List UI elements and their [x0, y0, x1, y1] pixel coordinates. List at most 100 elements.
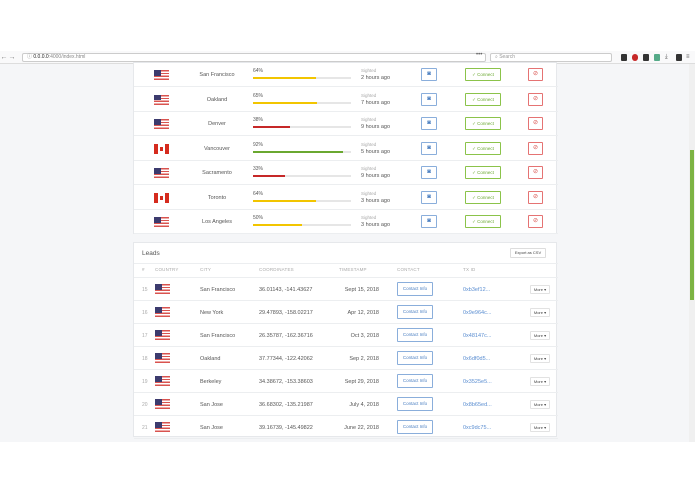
city: San Jose: [200, 401, 223, 408]
camera-icon: ◙: [427, 71, 431, 77]
sighted-label: Sighted: [361, 215, 377, 220]
more-dropdown-button[interactable]: More ▾: [530, 353, 550, 363]
connect-button[interactable]: ✓ Connect: [465, 190, 501, 204]
flag-us-icon: [154, 94, 169, 105]
sighted-time: 5 hours ago: [361, 148, 391, 155]
camera-button[interactable]: ◙: [421, 141, 437, 155]
connect-button[interactable]: ✓ Connect: [465, 117, 501, 130]
tx-id-link[interactable]: 0x48147c...: [463, 332, 492, 339]
city: Denver: [208, 121, 226, 127]
hide-button[interactable]: ⊘: [528, 141, 543, 155]
camera-icon: ◙: [427, 120, 431, 126]
extension-icon[interactable]: [643, 54, 649, 61]
flag-us-icon: [155, 422, 170, 432]
col-header-coordinates: COORDINATES: [259, 267, 294, 272]
camera-button[interactable]: ◙: [421, 92, 437, 106]
city: San Francisco: [200, 286, 236, 293]
camera-icon: ◙: [427, 218, 431, 224]
download-icon[interactable]: ⤓: [665, 54, 668, 60]
connect-button[interactable]: ✓ Connect: [465, 166, 501, 179]
flag-us-icon: [155, 376, 170, 386]
flag-us-icon: [154, 168, 169, 178]
back-icon[interactable]: ←: [0, 53, 8, 61]
camera-button[interactable]: ◙: [421, 215, 437, 228]
lead-row: 15 San Francisco 36.01143, -141.43627 Se…: [134, 278, 558, 301]
timestamp: Sep 2, 2018: [349, 355, 379, 362]
connect-button[interactable]: ✓ Connect: [465, 141, 501, 155]
lead-number: 20: [142, 402, 148, 408]
more-dropdown-button[interactable]: More ▾: [530, 307, 550, 317]
eye-slash-icon: ⊘: [532, 95, 539, 102]
eye-slash-icon: ⊘: [532, 218, 539, 224]
city: Oakland: [200, 355, 221, 362]
city: Berkeley: [200, 378, 222, 385]
hide-button[interactable]: ⊘: [528, 190, 543, 204]
library-icon[interactable]: [676, 54, 682, 61]
contact-info-button[interactable]: Contact Info: [397, 282, 433, 296]
connect-button[interactable]: ✓ Connect: [465, 92, 501, 106]
camera-icon: ◙: [427, 193, 431, 200]
sighting-row: Los Angeles 50% Sighted 3 hours ago ◙ ✓ …: [134, 210, 558, 234]
hide-button[interactable]: ⊘: [528, 215, 543, 228]
camera-icon: ◙: [427, 169, 431, 175]
shield-icon[interactable]: [632, 54, 638, 61]
col-header-timestamp: TIMESTAMP: [339, 267, 367, 272]
sightings-card: San Francisco 64% Sighted 2 hours ago ◙ …: [133, 62, 558, 234]
extension-icon[interactable]: [621, 54, 627, 61]
extension-icon[interactable]: [654, 54, 660, 61]
lead-number: 18: [142, 356, 148, 362]
camera-button[interactable]: ◙: [421, 68, 437, 81]
tx-id-link[interactable]: 0x8b65ed...: [463, 401, 492, 408]
more-dropdown-button[interactable]: More ▾: [530, 422, 550, 432]
contact-info-button[interactable]: Contact Info: [397, 328, 433, 342]
tx-id-link[interactable]: 0x3525e5...: [463, 378, 492, 385]
hide-button[interactable]: ⊘: [528, 68, 543, 81]
match-percent: 33%: [253, 166, 264, 172]
sighting-row: Denver 38% Sighted 9 hours ago ◙ ✓ Conne…: [134, 112, 558, 136]
page-actions-icon[interactable]: •••: [476, 52, 483, 58]
scrollbar-thumb[interactable]: [690, 150, 694, 300]
camera-button[interactable]: ◙: [421, 166, 437, 179]
timestamp: June 22, 2018: [344, 424, 379, 431]
more-dropdown-button[interactable]: More ▾: [530, 284, 550, 294]
tx-id-link[interactable]: 0x9e964c...: [463, 309, 492, 316]
hide-button[interactable]: ⊘: [528, 92, 543, 106]
tx-id-link[interactable]: 0x6df0d5...: [463, 355, 491, 362]
coordinates: 36.01143, -141.43627: [259, 286, 313, 293]
sighted-time: 2 hours ago: [361, 75, 391, 81]
more-dropdown-button[interactable]: More ▾: [530, 376, 550, 386]
camera-button[interactable]: ◙: [421, 117, 437, 130]
city: Oakland: [206, 96, 228, 103]
city: Sacramento: [202, 170, 232, 176]
hide-button[interactable]: ⊘: [528, 117, 543, 130]
contact-info-button[interactable]: Contact Info: [397, 351, 433, 365]
more-dropdown-button[interactable]: More ▾: [530, 399, 550, 409]
export-csv-button[interactable]: Export as CSV: [510, 248, 546, 258]
lead-number: 16: [142, 310, 148, 316]
progress-fill: [253, 126, 291, 128]
contact-info-button[interactable]: Contact Info: [397, 420, 433, 434]
contact-info-button[interactable]: Contact Info: [397, 305, 433, 319]
more-dropdown-button[interactable]: More ▾: [530, 330, 550, 340]
hide-button[interactable]: ⊘: [528, 166, 543, 179]
progress-fill: [253, 199, 316, 202]
contact-info-button[interactable]: Contact Info: [397, 374, 433, 388]
connect-button[interactable]: ✓ Connect: [465, 215, 501, 228]
scrollbar[interactable]: [689, 64, 695, 442]
sighting-row: San Francisco 64% Sighted 2 hours ago ◙ …: [134, 63, 558, 87]
menu-icon[interactable]: ≡: [686, 54, 690, 60]
camera-button[interactable]: ◙: [421, 190, 437, 204]
sighting-row: Vancouver 92% Sighted 5 hours ago ◙ ✓ Co…: [134, 137, 558, 161]
sighted-time: 3 hours ago: [361, 222, 391, 228]
tx-id-link[interactable]: 0xb3ef12...: [463, 286, 491, 293]
coordinates: 29.47893, -158.02217: [259, 309, 313, 316]
tx-id-link[interactable]: 0xc9dc75...: [463, 424, 492, 431]
connect-button[interactable]: ✓ Connect: [465, 68, 501, 81]
search-input[interactable]: ⌕ Search: [490, 53, 612, 62]
address-bar[interactable]: ⓘ 0.0.0.0:4000/index.html: [22, 53, 486, 62]
flag-us-icon: [155, 353, 170, 363]
sighting-row: Toronto 64% Sighted 3 hours ago ◙ ✓ Conn…: [134, 186, 558, 210]
forward-icon[interactable]: →: [8, 53, 16, 61]
contact-info-button[interactable]: Contact Info: [397, 397, 433, 411]
leads-card: Leads Export as CSV # COUNTRY CITY COORD…: [133, 242, 558, 439]
